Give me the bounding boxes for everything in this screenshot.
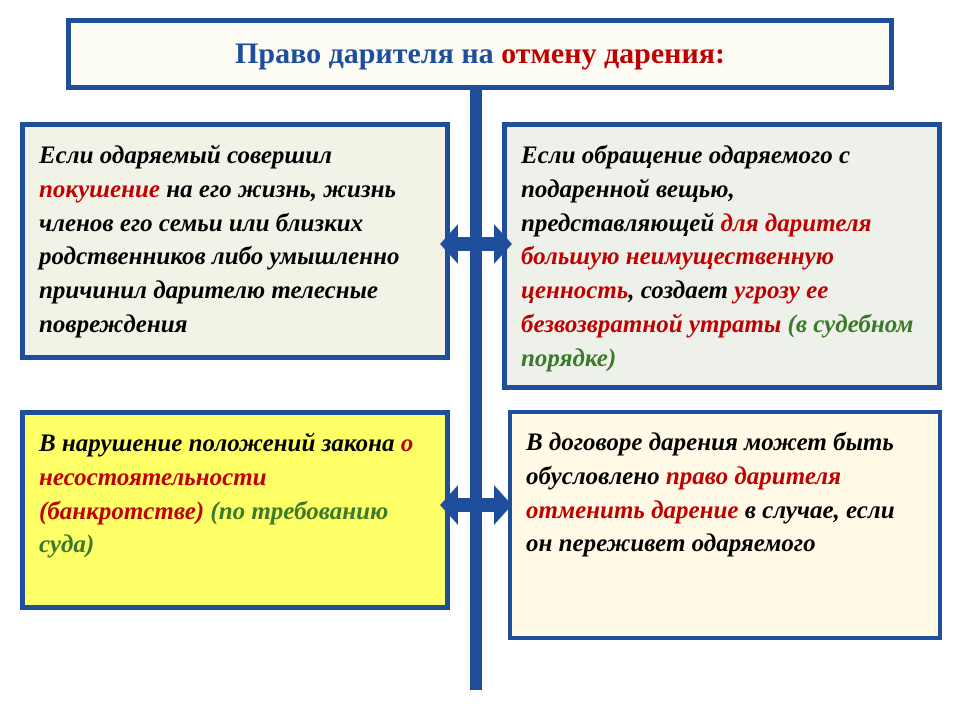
box-outlive-donee: В договоре дарения может быть обусловлен… [508, 410, 942, 640]
connector-arrow-top [440, 224, 512, 264]
arrow-bar [458, 498, 494, 512]
arrow-head-left-icon [440, 224, 458, 264]
arrow-head-right-icon [494, 224, 512, 264]
title-part2: отмену дарения: [501, 37, 725, 70]
box-threat-of-loss: Если обращение одаряемого с подаренной в… [502, 122, 942, 390]
text-run: Если одаряемый совершил [39, 142, 332, 169]
text-run: покушение [39, 176, 160, 203]
connector-stem [470, 90, 482, 690]
arrow-head-left-icon [440, 485, 458, 525]
text-run: , создает [628, 277, 734, 304]
title-part1: Право дарителя на [235, 37, 501, 70]
box-bankruptcy: В нарушение положений закона о несостоят… [20, 410, 450, 610]
text-run: В договоре [526, 429, 643, 456]
diagram-title: Право дарителя на отмену дарения: [235, 37, 725, 71]
arrow-bar [458, 237, 494, 251]
text-run: В нарушение положений закона [39, 430, 401, 457]
box-attempt-on-life: Если одаряемый совершил покушение на его… [20, 122, 450, 360]
arrow-head-right-icon [494, 485, 512, 525]
title-box: Право дарителя на отмену дарения: [66, 18, 894, 90]
connector-arrow-bottom [440, 485, 512, 525]
